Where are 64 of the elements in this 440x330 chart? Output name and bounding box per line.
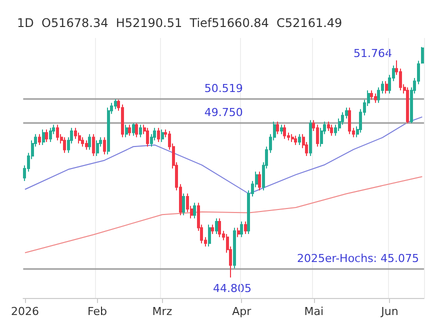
- candlestick: [45, 128, 48, 142]
- candlestick: [56, 124, 59, 141]
- candlestick: [114, 98, 117, 110]
- candlestick: [421, 46, 424, 64]
- ref-line-label: 49.750: [204, 106, 243, 120]
- candlestick: [125, 124, 128, 138]
- candlestick: [128, 124, 131, 136]
- candlestick: [276, 121, 279, 135]
- candlestick: [63, 136, 66, 154]
- ref-line-label: 2025er-Hochs: 45.075: [297, 252, 419, 265]
- candlestick: [294, 135, 297, 146]
- candlestick: [92, 134, 95, 156]
- candlestick: [348, 107, 351, 135]
- candlestick: [157, 127, 160, 142]
- candlestick: [132, 122, 135, 136]
- candlestick: [406, 86, 409, 124]
- candlestick: [42, 128, 45, 146]
- candlestick: [182, 192, 185, 216]
- annotation: 51.764: [354, 47, 392, 60]
- candlestick: [316, 124, 319, 148]
- candlestick: [146, 127, 149, 148]
- candlestick: [161, 128, 164, 142]
- x-tick-label: Apr: [232, 305, 252, 318]
- annotation: 44.805: [213, 282, 252, 295]
- candlestick: [370, 90, 373, 100]
- candlestick: [244, 221, 247, 235]
- candlestick: [81, 136, 84, 148]
- candlestick: [38, 134, 41, 146]
- x-tick-label: Mrz: [152, 305, 172, 318]
- candlestick: [327, 121, 330, 132]
- candlestick: [85, 140, 88, 150]
- x-tick-label: Mai: [304, 305, 324, 318]
- candlestick: [88, 134, 91, 150]
- candlestick: [298, 134, 301, 146]
- candlestick: [283, 124, 286, 140]
- chart-title: 1D O51678.34 H52190.51 Tief51660.84 C52161.49: [17, 16, 342, 30]
- candlestick: [208, 224, 211, 247]
- candlestick: [107, 107, 110, 155]
- candlestick: [215, 218, 218, 235]
- candlestick: [218, 218, 221, 238]
- x-tick-label: Jun: [380, 305, 398, 318]
- candlestick: [74, 127, 77, 140]
- candlestick: [211, 224, 214, 235]
- candlestick: [233, 227, 236, 269]
- candlestick: [330, 124, 333, 136]
- candlestick: [139, 124, 142, 138]
- candlestick: [135, 122, 138, 138]
- ref-line-label: 50.519: [204, 82, 243, 96]
- x-tick-label: Feb: [87, 305, 107, 318]
- candlestick: [78, 132, 81, 144]
- candlestick: [291, 134, 294, 142]
- candlestick: [385, 80, 388, 94]
- x-tick-label: 2026: [10, 305, 39, 318]
- candlestick: [237, 227, 240, 238]
- candlestick: [193, 202, 196, 219]
- candlestick: [240, 221, 243, 238]
- candlestick: [121, 104, 124, 138]
- candlestick: [309, 120, 312, 156]
- candlestick: [96, 140, 99, 156]
- candlestick: [280, 124, 283, 135]
- candlestick: [258, 171, 261, 191]
- candlestick: [374, 93, 377, 104]
- candlestick: [49, 127, 52, 142]
- candlestick: [103, 136, 106, 155]
